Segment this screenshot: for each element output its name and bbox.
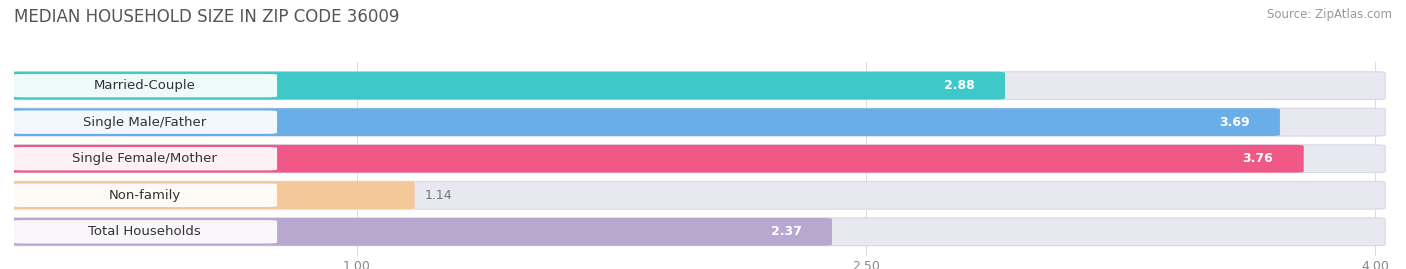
Text: Married-Couple: Married-Couple <box>94 79 195 92</box>
Text: MEDIAN HOUSEHOLD SIZE IN ZIP CODE 36009: MEDIAN HOUSEHOLD SIZE IN ZIP CODE 36009 <box>14 8 399 26</box>
Text: 3.69: 3.69 <box>1219 116 1250 129</box>
FancyBboxPatch shape <box>7 108 1279 136</box>
FancyBboxPatch shape <box>7 145 1385 173</box>
Text: Non-family: Non-family <box>108 189 181 202</box>
Text: 1.14: 1.14 <box>425 189 453 202</box>
FancyBboxPatch shape <box>7 145 1303 173</box>
FancyBboxPatch shape <box>13 111 277 134</box>
FancyBboxPatch shape <box>13 147 277 170</box>
Text: Source: ZipAtlas.com: Source: ZipAtlas.com <box>1267 8 1392 21</box>
FancyBboxPatch shape <box>13 74 277 97</box>
FancyBboxPatch shape <box>7 181 415 209</box>
FancyBboxPatch shape <box>7 181 1385 209</box>
FancyBboxPatch shape <box>7 72 1005 100</box>
Text: Total Households: Total Households <box>89 225 201 238</box>
Text: Single Female/Mother: Single Female/Mother <box>72 152 217 165</box>
Text: 3.76: 3.76 <box>1243 152 1274 165</box>
FancyBboxPatch shape <box>13 220 277 243</box>
Text: Single Male/Father: Single Male/Father <box>83 116 207 129</box>
FancyBboxPatch shape <box>7 218 832 246</box>
FancyBboxPatch shape <box>7 72 1385 100</box>
FancyBboxPatch shape <box>7 108 1385 136</box>
Text: 2.88: 2.88 <box>943 79 974 92</box>
FancyBboxPatch shape <box>7 218 1385 246</box>
Text: 2.37: 2.37 <box>770 225 801 238</box>
FancyBboxPatch shape <box>13 183 277 207</box>
